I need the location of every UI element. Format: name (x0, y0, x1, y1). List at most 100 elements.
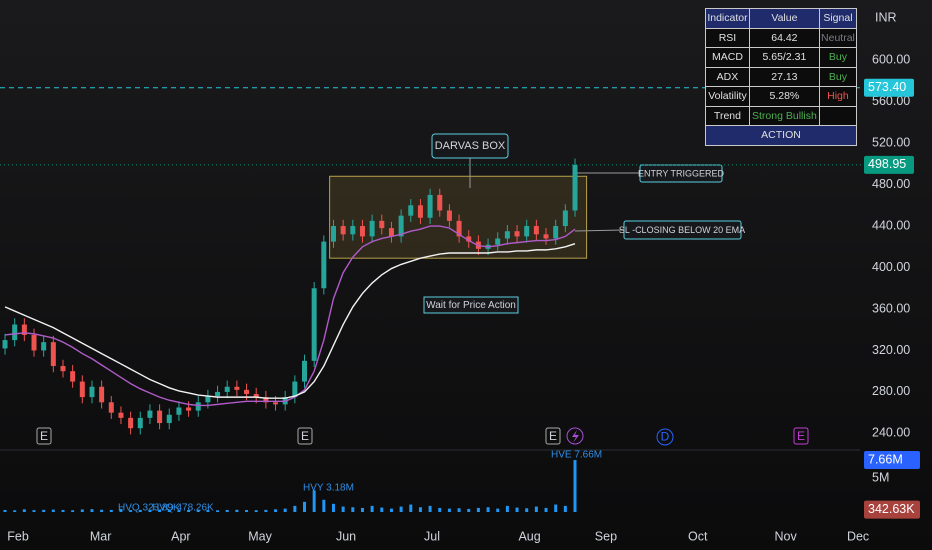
y-tick-label: 480.00 (872, 177, 910, 191)
cell: High (818, 86, 858, 107)
event-box (36, 427, 52, 445)
candle-body (330, 226, 336, 242)
volume-bar (80, 509, 84, 512)
x-tick-label: May (248, 529, 272, 543)
price-marker-label: 498.95 (868, 157, 906, 171)
volume-bar (119, 508, 123, 512)
wait-label: Wait for Price Action (426, 300, 516, 311)
dividend-icon (566, 427, 584, 445)
volume-bar (409, 504, 413, 512)
candle-body (408, 205, 414, 216)
volume-bar (554, 504, 558, 512)
volume-bar (428, 505, 432, 512)
volume-marker-label: 342.63K (868, 502, 915, 516)
cell: 27.13 (748, 66, 820, 87)
cell: ADX (705, 66, 750, 87)
candle-body (321, 241, 327, 289)
volume-bar (399, 506, 403, 512)
cell: RSI (705, 27, 750, 48)
volume-bar (13, 510, 17, 512)
candle-body (253, 394, 259, 398)
y-tick-label: 280.00 (872, 384, 910, 398)
candle-body (176, 407, 182, 415)
cell: Buy (818, 66, 858, 87)
volume-bar (331, 503, 335, 512)
volume-bar (274, 509, 278, 512)
volume-bar (129, 510, 133, 512)
cell: Trend (705, 105, 750, 126)
volume-bar (515, 507, 519, 512)
y-tick-label: 400.00 (872, 260, 910, 274)
x-tick-label: Oct (688, 529, 708, 543)
event: E (40, 429, 48, 443)
candle-body (195, 402, 201, 411)
volume-bar (90, 509, 94, 512)
candle-body (446, 210, 452, 221)
candle-body (215, 391, 221, 397)
candle-body (147, 410, 153, 418)
volume-tick-label: 5M (872, 470, 889, 484)
volume-bar (505, 505, 509, 512)
darvas-box (329, 175, 588, 259)
volume-bar (322, 499, 326, 512)
candle-body (572, 164, 578, 211)
volume-bar (447, 508, 451, 512)
candle-body (157, 410, 163, 424)
volume-bar (148, 510, 152, 512)
volume-bar (457, 508, 461, 512)
volume-bar (496, 508, 500, 512)
candle-body (31, 334, 37, 351)
candle-body (79, 381, 85, 398)
candle-body (224, 386, 230, 392)
volume-bar (196, 509, 200, 512)
volume-bar (525, 508, 529, 512)
y-tick-label: 560.00 (872, 94, 910, 108)
event-box (793, 427, 809, 445)
volume-bar (563, 505, 567, 512)
candle-body (427, 194, 433, 218)
candle-body (166, 414, 172, 424)
candle-body (562, 210, 568, 227)
candle-body (466, 236, 472, 242)
header-cell: Indicator (705, 8, 750, 29)
y-tick-label: 360.00 (872, 301, 910, 315)
x-tick-label: Feb (7, 529, 29, 543)
volume-bar (544, 507, 548, 512)
entry-label: ENTRY TRIGGERED (638, 168, 725, 178)
candle-body (495, 238, 501, 245)
candle-body (273, 402, 279, 405)
x-tick-label: Aug (518, 529, 540, 543)
price-marker (864, 155, 914, 174)
event: E (301, 429, 309, 443)
ma-line (4, 242, 576, 399)
volume-bar (167, 510, 171, 512)
candle-body (41, 342, 47, 351)
candle-body (359, 226, 365, 237)
event-box (545, 427, 561, 445)
candle-body (234, 386, 240, 390)
volume-marker (864, 500, 920, 519)
volume-bar (177, 510, 181, 512)
event: E (549, 429, 557, 443)
candle-body (244, 389, 250, 395)
volume-bar (235, 509, 239, 512)
candle-body (379, 220, 385, 229)
candle-body (553, 226, 559, 239)
candle-body (12, 324, 18, 341)
x-tick-label: Mar (90, 529, 112, 543)
candle-body (60, 366, 66, 372)
price-marker-label: 573.40 (868, 80, 906, 94)
volume-bar (467, 508, 471, 512)
volume-bar (216, 510, 220, 512)
lightning-icon (572, 430, 579, 443)
x-tick-label: Jul (424, 529, 440, 543)
candle-body (417, 205, 423, 218)
x-tick-label: Sep (595, 529, 617, 543)
volume-bar (187, 509, 191, 512)
candle-body (89, 386, 95, 398)
volume-bar (573, 460, 577, 512)
cell: 64.42 (748, 27, 820, 48)
candle-body (311, 288, 317, 361)
candle-body (388, 228, 394, 237)
volume-bar (100, 509, 104, 512)
